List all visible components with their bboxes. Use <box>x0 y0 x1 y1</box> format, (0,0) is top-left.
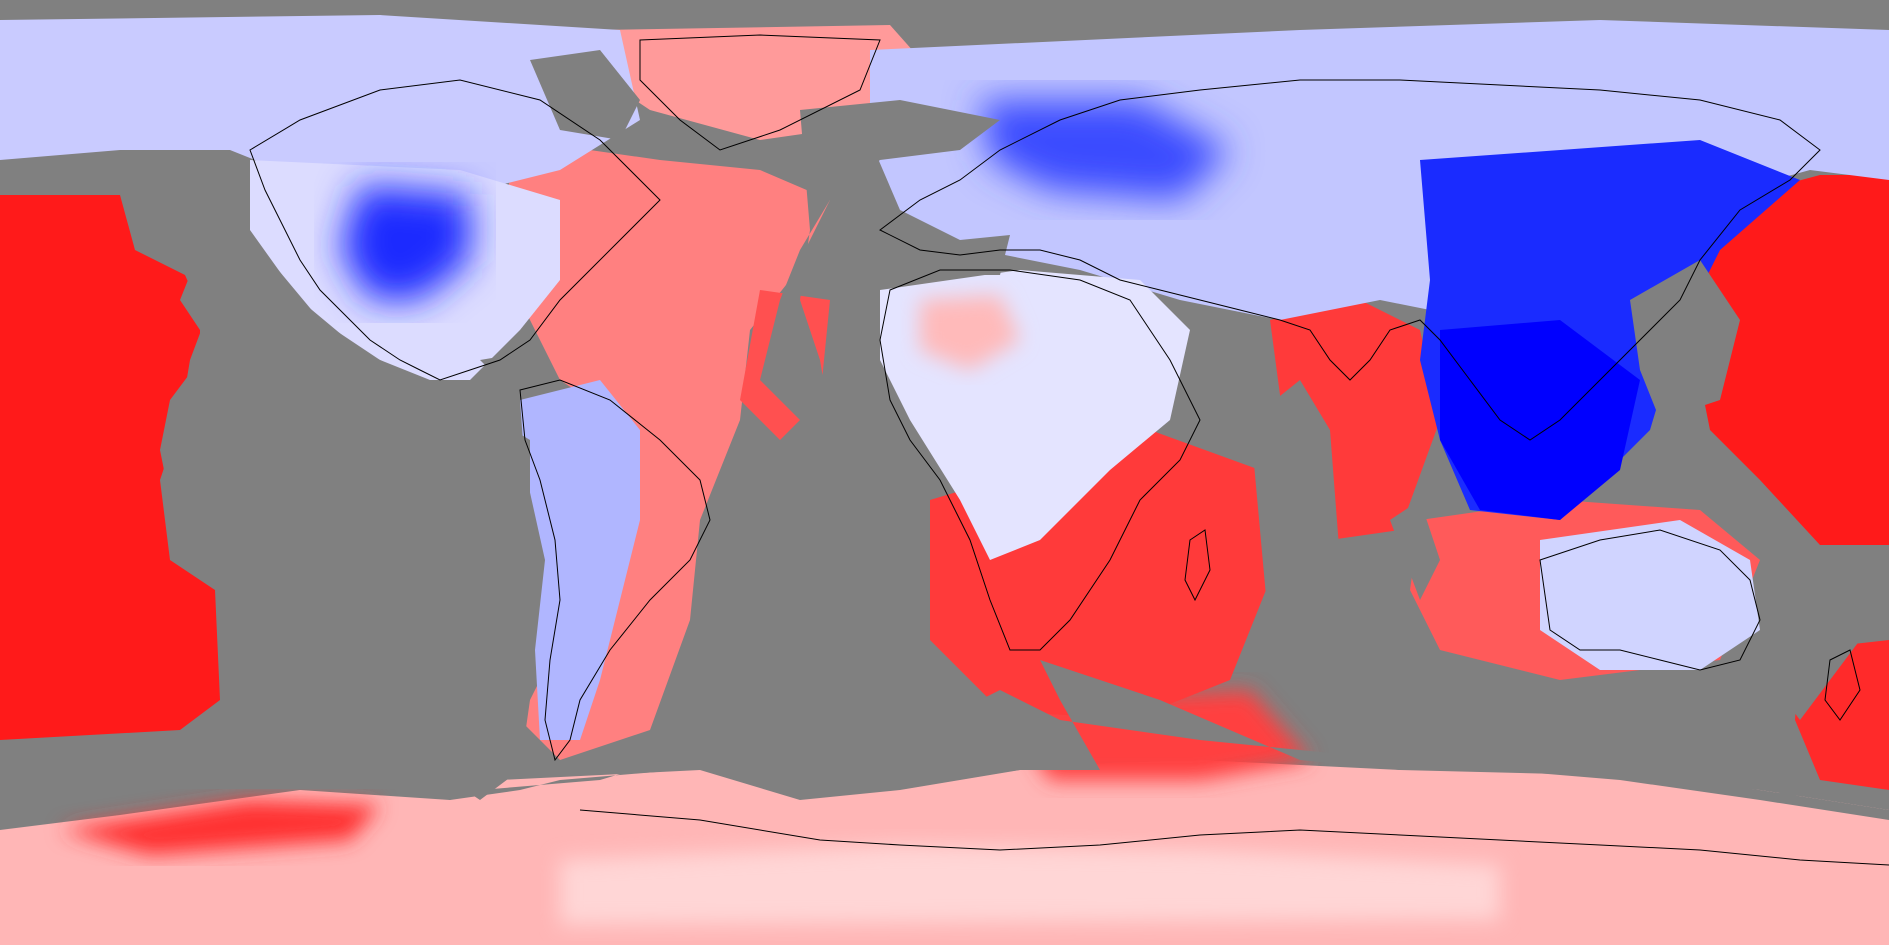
no-data-south-pacific-east <box>1760 560 1860 720</box>
no-data-southern-ocean <box>210 660 1889 820</box>
coastline-north-america <box>249 79 661 381</box>
coastline-europe-asia <box>879 79 1821 441</box>
scandinavia-cold-core <box>980 100 1230 200</box>
antarctic-interior-region <box>560 845 1500 925</box>
coastline-greenland <box>639 34 881 151</box>
coastline-australia <box>1539 529 1761 671</box>
no-data-north-pacific-ocean <box>130 160 530 800</box>
no-data-indian-ocean-center <box>1390 500 1440 600</box>
australia-region <box>1540 520 1760 670</box>
no-data-arctic-strip <box>530 50 640 140</box>
no-data-east-siberian-sea <box>1580 0 1889 20</box>
no-data-mediterranean <box>960 235 1010 275</box>
rockies-cold-core <box>340 185 470 300</box>
coastline-madagascar <box>1184 529 1211 602</box>
no-data-north-pacific <box>0 0 830 15</box>
arctic-north-america-region <box>0 15 640 200</box>
no-data-mid-atlantic <box>760 100 1000 730</box>
no-data-indian-ocean <box>1250 380 1380 700</box>
coastline-new-zealand <box>1824 649 1861 721</box>
sahara-warm-patch <box>920 295 1020 370</box>
no-data-lower-right <box>1780 780 1889 800</box>
anomaly-field <box>0 15 1889 945</box>
south-pacific-warm-band <box>60 800 380 855</box>
south-america-region <box>520 380 640 740</box>
no-data-western-pacific <box>1630 260 1740 420</box>
coastline-antarctica <box>579 809 1889 866</box>
no-data-mask <box>0 0 1889 820</box>
coastlines <box>249 34 1889 866</box>
west-pacific-region <box>1690 175 1889 545</box>
coastline-africa <box>879 269 1201 651</box>
southeast-asia-cold-core <box>1440 320 1640 520</box>
east-pacific-region <box>0 195 220 740</box>
coastline-south-america <box>519 379 711 762</box>
